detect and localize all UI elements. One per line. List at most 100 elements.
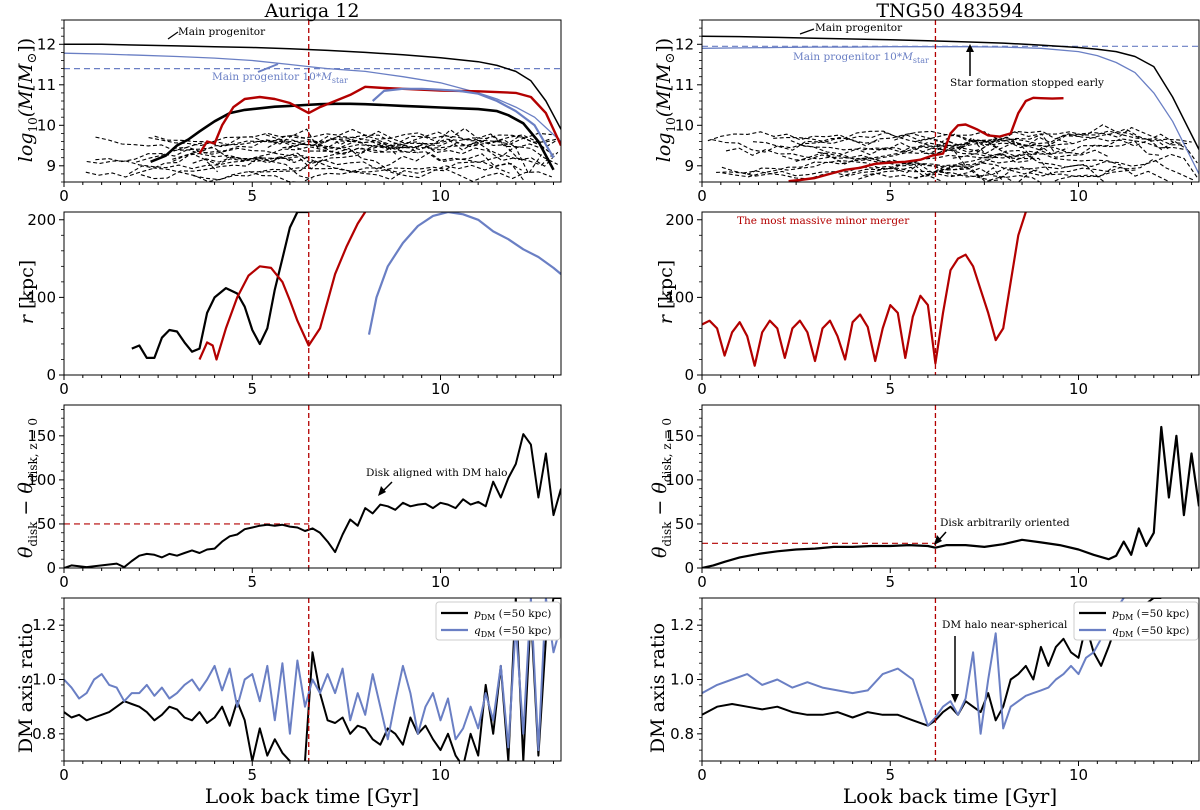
subhalo-dashed-line [721, 156, 1026, 175]
series-line-q-dm-50-kpc- [64, 598, 561, 752]
x-tick-label: 10 [431, 380, 450, 398]
ylabel-mass-right: log10(M[M⊙]) [653, 38, 678, 162]
y-tick-label: 0 [684, 366, 694, 384]
x-tick-label: 0 [59, 573, 69, 591]
legend-right: pDM (=50 kpc) qDM (=50 kpc) [1073, 601, 1199, 641]
x-tick-label: 5 [885, 187, 895, 205]
y-tick-label: 200 [665, 211, 694, 229]
plot-area-p6 [702, 425, 1199, 568]
ylabel-axis-right: DM axis ratio [647, 623, 669, 753]
series-line-p-dm-50-kpc- [702, 598, 1162, 727]
legend-right-q-label: qDM (=50 kpc) [1112, 625, 1189, 639]
ann-auriga-main-arrow [167, 31, 179, 40]
panel-p7: 0 5 10 0.8 1.0 1.2 [670, 597, 1200, 784]
x-tick-label: 0 [59, 187, 69, 205]
ylabel-theta-right: θdisk − θdisk, z = 0 [649, 418, 674, 558]
y-tick-label: 9 [46, 157, 56, 175]
x-tick-label: 0 [59, 380, 69, 398]
xlabel-right: Look back time [Gyr] [843, 784, 1057, 808]
axes-frame [63, 404, 562, 569]
ann-tng-halo-arrowhead [951, 694, 959, 703]
panel-p3: 0 5 10 0.8 1.0 1.2 [32, 597, 562, 784]
plot-area-p2 [64, 433, 561, 568]
series-line-blue-4 [371, 87, 555, 159]
subhalo-dashed-line [742, 161, 1005, 182]
subhalo-dashed-line [324, 134, 550, 153]
subhalo-dashed-line [795, 152, 942, 182]
series-line-red-0 [702, 212, 1027, 367]
subhalo-dashed-line [312, 130, 550, 150]
plot-area-p0 [64, 43, 561, 182]
y-tick-label: 1.2 [670, 616, 694, 634]
subhalo-dashed-line [172, 142, 555, 166]
series-line-red-1 [198, 212, 367, 361]
subhalo-dashed-line [140, 156, 313, 180]
y-tick-label: 10 [37, 116, 56, 134]
axes-frame [701, 19, 1200, 183]
subhalo-dashed-line [707, 131, 880, 144]
ann-tng-blue: Main progenitor 10*Mstar [793, 51, 929, 65]
ann-auriga-blue-arrow [257, 63, 279, 73]
series-line-main-progenitor-10-m-star [64, 52, 561, 142]
plot-area-p5 [702, 212, 1027, 367]
ann-tng-main-arrow [799, 28, 815, 35]
y-tick-label: 200 [27, 211, 56, 229]
panel-p0: 0 5 10 9 10 11 12 [37, 19, 562, 205]
plot-area-p7 [702, 598, 1162, 735]
subhalo-dashed-line [267, 134, 558, 165]
ylabel-theta-left: θdisk − θdisk, z = 0 [15, 418, 40, 558]
ann-auriga-disk-arrowhead [378, 486, 386, 496]
ann-auriga-blue: Main progenitor 10*Mstar [212, 71, 348, 85]
ann-tng-star: Star formation stopped early [950, 77, 1104, 89]
y-tick-label: 50 [37, 515, 56, 533]
subhalo-dashed-line [933, 153, 1198, 178]
subhalo-dashed-line [172, 136, 398, 156]
series-line-main-progenitor [702, 35, 1199, 150]
axes-frame [701, 211, 1200, 376]
plot-area-p4 [702, 35, 1199, 182]
x-tick-label: 10 [1069, 573, 1088, 591]
subhalo-dashed-line [192, 156, 325, 170]
ylabel-mass-left: log10(M[M⊙]) [15, 38, 40, 162]
ann-tng-merger: The most massive minor merger [737, 215, 910, 227]
y-tick-label: 100 [665, 288, 694, 306]
y-tick-label: 150 [27, 427, 56, 445]
ylabel-r-left: r [kpc] [16, 260, 38, 324]
subhalo-dashed-line [952, 139, 1072, 159]
y-tick-label: 0 [46, 559, 56, 577]
x-tick-label: 10 [431, 766, 450, 784]
x-tick-label: 10 [1069, 380, 1088, 398]
subhalo-dashed-line [248, 166, 552, 182]
series-line-red-2 [788, 96, 1064, 182]
subhalo-dashed-line [716, 163, 1106, 182]
subhalo-dashed-line [135, 147, 559, 167]
y-tick-label: 11 [675, 76, 694, 94]
ann-tng-main: Main progenitor [815, 22, 903, 34]
y-tick-label: 0 [684, 559, 694, 577]
series-line-black-0 [702, 425, 1199, 568]
subhalo-dashed-line [203, 146, 402, 174]
axes-frame [63, 211, 562, 376]
x-tick-label: 0 [59, 766, 69, 784]
x-tick-label: 5 [247, 187, 257, 205]
plot-area-p3 [64, 598, 561, 761]
x-tick-label: 10 [431, 573, 450, 591]
legend-left-p-label: pDM (=50 kpc) [474, 608, 551, 622]
annotations: Main progenitor Main progenitor 10*Mstar… [167, 22, 1104, 703]
legend-left-q-label: qDM (=50 kpc) [474, 625, 551, 639]
x-tick-label: 0 [697, 380, 707, 398]
subhalo-dashed-line [913, 167, 1138, 182]
y-tick-label: 12 [675, 35, 694, 53]
subhalo-dashed-line [863, 158, 1194, 181]
x-tick-label: 5 [885, 573, 895, 591]
y-tick-label: 11 [37, 76, 56, 94]
y-tick-label: 12 [37, 35, 56, 53]
x-tick-label: 5 [247, 573, 257, 591]
x-tick-label: 10 [431, 187, 450, 205]
series-line-black-0 [64, 433, 561, 568]
subhalo-dashed-line [914, 128, 1192, 149]
